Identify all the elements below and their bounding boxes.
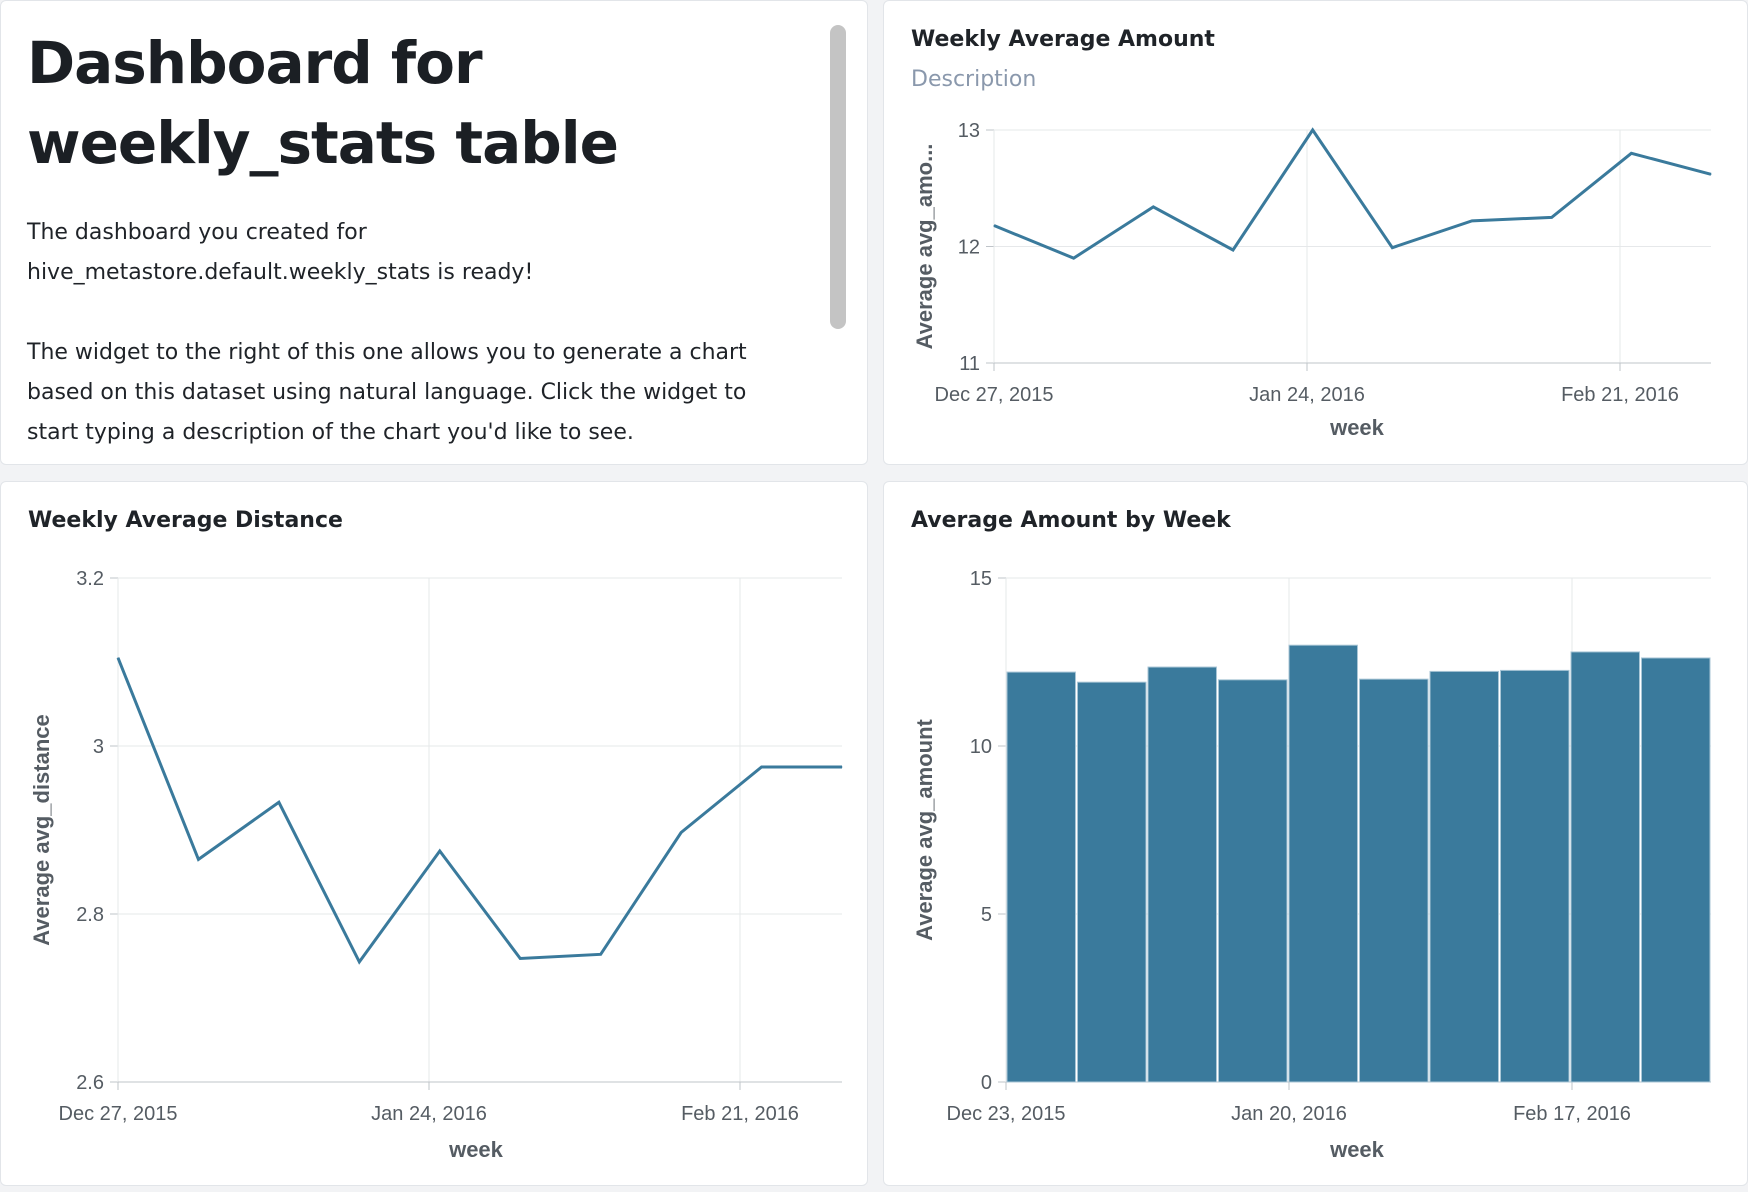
average-amount-by-week-chart: 0 5 10 15 Dec 23, 2015 Jan 20, 2016 Feb 17, 20… [912, 568, 1711, 1162]
x-tick-label: Jan 20, 2016 [1231, 1103, 1347, 1125]
x-tick-label: Feb 21, 2016 [681, 1103, 799, 1125]
y-tick-label: 10 [970, 736, 992, 758]
y-axis-title: Average avg_amo... [912, 144, 937, 350]
y-tick-label: 2.8 [76, 904, 104, 926]
y-tick-label: 0 [981, 1072, 992, 1094]
bar [1500, 669, 1570, 1083]
bar [1359, 678, 1429, 1083]
data-point [117, 657, 119, 659]
y-tick-label: 3 [93, 736, 104, 758]
data-point [1391, 247, 1393, 249]
data-point [519, 958, 521, 960]
x-tick-label: Feb 21, 2016 [1561, 384, 1679, 406]
data-point [278, 801, 280, 803]
bar [1641, 657, 1711, 1083]
intro-paragraph: The dashboard you created for hive_metas… [27, 220, 534, 285]
y-tick-label: 11 [959, 353, 980, 375]
data-point [1471, 220, 1473, 222]
x-axis-title: week [1329, 1137, 1385, 1162]
data-point [197, 858, 199, 860]
data-point [761, 766, 763, 768]
x-tick-label: Jan 24, 2016 [1249, 384, 1365, 406]
x-tick-label: Dec 27, 2015 [59, 1103, 178, 1125]
data-point [1551, 216, 1553, 218]
bar [1077, 681, 1147, 1083]
y-tick-label: 3.2 [76, 568, 104, 590]
widget-title: Weekly Average Amount [911, 27, 1215, 52]
x-tick-label: Dec 23, 2015 [947, 1103, 1066, 1125]
dashboard-title: Dashboard for weekly_stats table [27, 23, 827, 183]
data-point [841, 766, 843, 768]
text-widget-content: Dashboard for weekly_stats table The das… [27, 23, 827, 453]
x-axis-title: week [1329, 415, 1385, 440]
data-point [1152, 206, 1154, 208]
x-tick-label: Jan 24, 2016 [371, 1103, 487, 1125]
dashboard-title-line2: weekly_stats table [27, 109, 619, 177]
y-tick-label: 5 [981, 904, 992, 926]
weekly-average-distance-widget[interactable]: Weekly Average Distance 2.6 2.8 3 3.2 Dec 27… [0, 481, 868, 1186]
data-point [1312, 129, 1314, 131]
dashboard-title-line1: Dashboard for [27, 29, 483, 97]
x-tick-label: Feb 17, 2016 [1513, 1103, 1631, 1125]
bar [1006, 671, 1076, 1083]
series-line [116, 657, 842, 965]
y-tick-label: 2.6 [76, 1072, 104, 1094]
data-point [1073, 257, 1075, 259]
data-point [439, 850, 441, 852]
data-point [1630, 152, 1632, 154]
data-point [1710, 173, 1712, 175]
scrollbar-thumb[interactable] [830, 25, 846, 329]
data-point [358, 961, 360, 963]
series-line [993, 127, 1712, 260]
y-axis-title: Average avg_amount [912, 718, 937, 940]
bar [1218, 679, 1288, 1083]
weekly-average-amount-widget[interactable]: Weekly Average Amount Description 11 12 13… [883, 0, 1748, 465]
bar [1147, 666, 1217, 1083]
widget-title: Average Amount by Week [911, 508, 1231, 533]
x-tick-label: Dec 27, 2015 [935, 384, 1054, 406]
bar [1429, 670, 1499, 1083]
data-point [1232, 249, 1234, 251]
bar [1288, 644, 1358, 1083]
y-tick-label: 12 [958, 237, 980, 259]
bar [1570, 651, 1640, 1083]
weekly-average-distance-chart: 2.6 2.8 3 3.2 Dec 27, 2015 Jan 24, 2016 Feb 21… [29, 568, 843, 1162]
x-axis-title: week [448, 1137, 504, 1162]
y-axis-title: Average avg_distance [29, 714, 54, 946]
y-tick-label: 15 [970, 568, 992, 590]
text-widget-panel: Dashboard for weekly_stats table The das… [0, 0, 868, 465]
widget-description[interactable]: Description [911, 67, 1037, 92]
widget-title: Weekly Average Distance [28, 508, 343, 533]
y-tick-label: 13 [958, 120, 980, 142]
average-amount-by-week-widget[interactable]: Average Amount by Week 0 5 10 15 Dec 23, 201… [883, 481, 1748, 1186]
data-point [680, 832, 682, 834]
data-point [600, 953, 602, 955]
weekly-average-amount-chart: 11 12 13 Dec 27, 2015 Jan 24, 2016 Feb 21, 20… [912, 120, 1712, 440]
instructions-paragraph: The widget to the right of this one allo… [27, 340, 747, 445]
data-point [993, 225, 995, 227]
